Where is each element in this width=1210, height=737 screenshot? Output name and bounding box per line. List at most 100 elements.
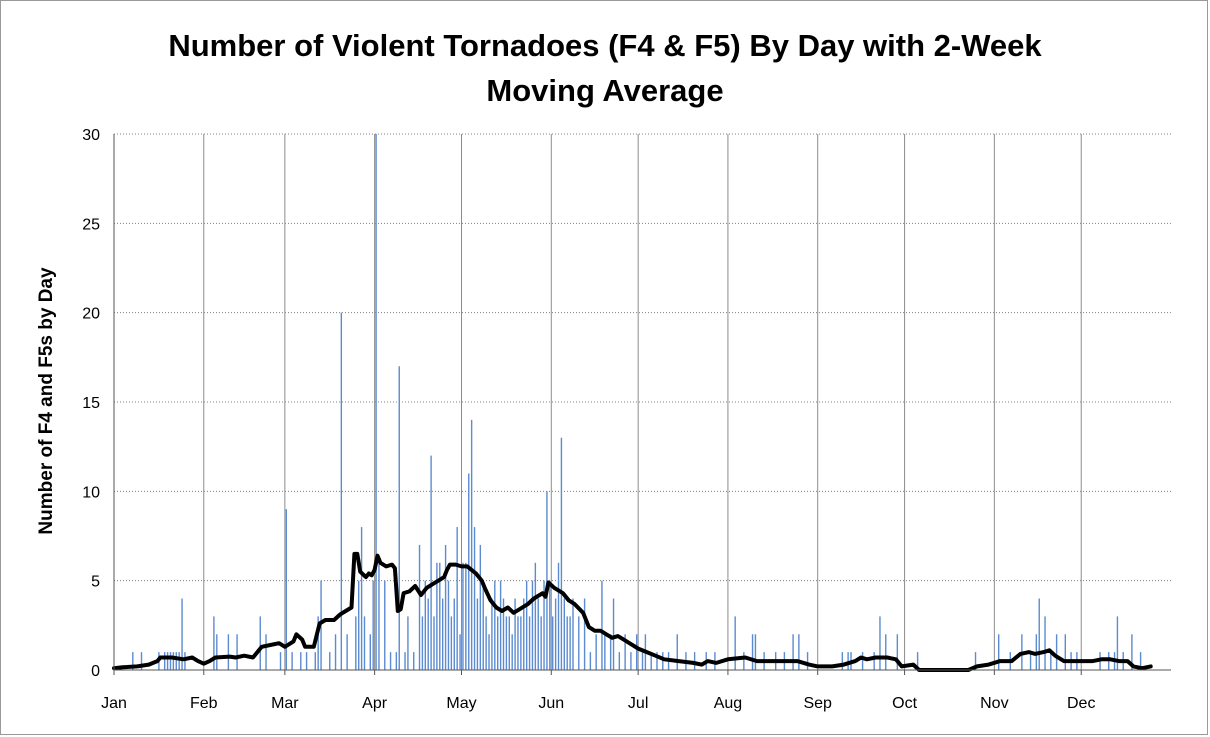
daily-count-bar (540, 616, 542, 670)
daily-count-bar (601, 580, 603, 670)
daily-count-bar (997, 634, 1000, 670)
daily-count-bar (656, 652, 658, 670)
daily-count-bar (563, 598, 566, 670)
daily-count-bar (1050, 652, 1052, 670)
daily-count-bar (505, 616, 508, 670)
daily-count-bar (549, 580, 551, 670)
chart-title-line-1: Number of Violent Tornadoes (F4 & F5) By… (168, 28, 1042, 63)
daily-count-bar (636, 634, 638, 670)
daily-count-bar (340, 312, 343, 670)
daily-count-bar (693, 652, 696, 670)
daily-count-bar (841, 652, 844, 670)
daily-count-bar (554, 598, 557, 670)
daily-count-bar (1029, 652, 1032, 670)
daily-count-bar (798, 634, 800, 670)
y-tick-label: 0 (91, 663, 100, 680)
daily-count-bar (473, 527, 476, 670)
daily-count-bar (424, 580, 427, 670)
x-tick-label: Sep (803, 695, 832, 712)
daily-count-bar (520, 616, 522, 670)
daily-count-bar (1038, 598, 1040, 670)
daily-count-bar (569, 616, 571, 670)
daily-count-bar (1131, 634, 1133, 670)
daily-count-bar (896, 634, 899, 670)
daily-count-bar (468, 473, 470, 670)
daily-count-bar (525, 580, 528, 670)
y-tick-label: 25 (82, 216, 100, 233)
daily-count-bar (465, 562, 467, 670)
chart-title-line-2: Moving Average (486, 73, 723, 108)
daily-count-bar (404, 652, 406, 670)
daily-count-bar (734, 616, 736, 670)
daily-count-bar (751, 634, 754, 670)
x-tick-label: Oct (892, 695, 917, 712)
daily-count-bar (418, 544, 421, 670)
daily-count-bar (447, 580, 450, 670)
daily-count-bar (132, 652, 134, 670)
daily-count-bar (578, 616, 580, 670)
daily-count-bar (430, 455, 432, 670)
daily-count-bar (552, 616, 554, 670)
daily-count-bar (441, 598, 444, 670)
daily-count-bar (618, 652, 621, 670)
daily-count-bar (375, 134, 377, 670)
daily-count-bar (421, 616, 424, 670)
grid-layer (114, 133, 1171, 670)
x-tick-label: Jul (628, 695, 648, 712)
average-line-layer (112, 551, 1153, 672)
x-tick-label: Feb (190, 695, 218, 712)
x-tick-label: Aug (714, 695, 742, 712)
daily-count-bar (479, 544, 482, 670)
bars-layer (132, 134, 1142, 670)
daily-count-bar (502, 598, 505, 670)
daily-count-bar (499, 580, 502, 670)
daily-count-bar (508, 616, 510, 670)
daily-count-bar (398, 366, 400, 670)
daily-count-bar (595, 634, 597, 670)
y-tick-label: 15 (82, 395, 100, 412)
daily-count-bar (317, 616, 319, 670)
y-tick-label: 5 (91, 574, 100, 591)
daily-count-bar (300, 652, 302, 670)
daily-count-bar (172, 652, 175, 670)
daily-count-bar (497, 616, 499, 670)
daily-count-bar (279, 652, 282, 670)
axis-layer: 0 5 10 15 20 25 30 Jan Feb Mar Apr May Jun Jul Aug Sep O… (82, 127, 1171, 712)
y-tick-label: 20 (82, 306, 100, 323)
daily-count-bar (543, 580, 545, 670)
daily-count-bar (355, 616, 357, 670)
daily-count-bar (358, 580, 360, 670)
daily-count-bar (1064, 634, 1066, 670)
daily-count-bar (743, 652, 745, 670)
daily-count-bar (175, 652, 177, 670)
daily-count-bar (537, 598, 539, 670)
daily-count-bar (514, 598, 516, 670)
daily-count-bar (624, 634, 626, 670)
x-tick-label: Jun (538, 695, 564, 712)
daily-count-bar (462, 562, 464, 670)
daily-count-bar (488, 634, 490, 670)
daily-count-bar (378, 562, 380, 670)
daily-count-bar (517, 616, 519, 670)
daily-count-bar (916, 652, 919, 670)
daily-count-bar (1044, 616, 1046, 670)
x-tick-label: Apr (362, 695, 388, 712)
daily-count-bar (181, 598, 183, 670)
daily-count-bar (444, 544, 447, 670)
daily-count-bar (572, 598, 574, 670)
daily-count-bar (974, 652, 977, 670)
daily-count-bar (178, 652, 180, 670)
daily-count-bar (265, 634, 267, 670)
daily-count-bar (285, 509, 288, 670)
x-tick-label: Mar (271, 695, 299, 712)
daily-count-bar (531, 580, 534, 670)
daily-count-bar (792, 634, 794, 670)
daily-count-bar (395, 652, 398, 670)
daily-count-bar (494, 580, 496, 670)
daily-count-bar (450, 616, 453, 670)
daily-count-bar (360, 527, 363, 670)
daily-count-bar (314, 652, 316, 670)
daily-count-bar (453, 598, 455, 670)
daily-count-bar (291, 652, 293, 670)
daily-count-bar (236, 634, 238, 670)
